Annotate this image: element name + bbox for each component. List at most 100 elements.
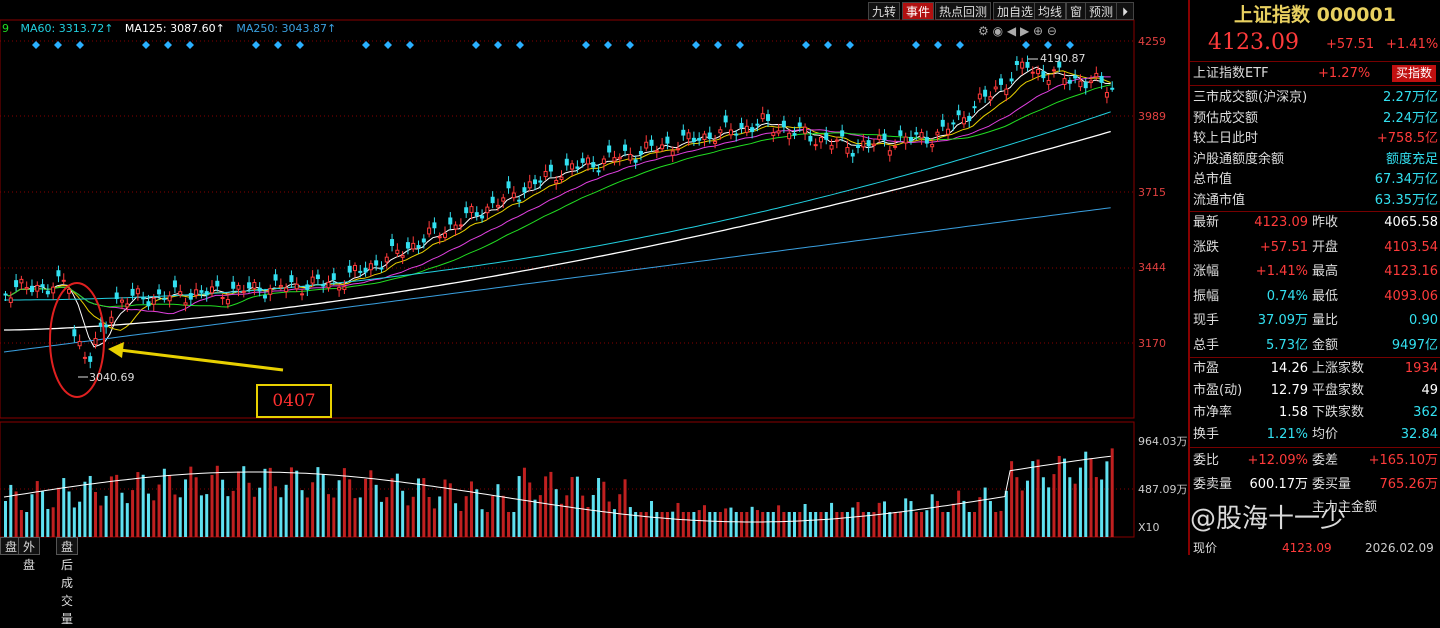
candlestick xyxy=(840,130,845,137)
volume-bar xyxy=(263,468,267,537)
right-icon[interactable]: ▶ xyxy=(1019,24,1030,38)
volume-bar xyxy=(650,500,654,537)
volume-bar xyxy=(639,512,643,537)
candlestick xyxy=(654,150,659,153)
quote-panel: 上证指数 000001 4123.09 +57.51 +1.41% 上证指数ET… xyxy=(1188,0,1440,555)
candlestick xyxy=(390,239,395,246)
volume-bar xyxy=(671,511,675,537)
volume-bar xyxy=(522,467,526,537)
candlestick xyxy=(713,140,718,144)
toolbar-ma-button[interactable]: 均线 xyxy=(1034,2,1067,20)
candlestick xyxy=(771,132,776,136)
candlestick xyxy=(845,147,850,154)
etf-row[interactable]: 上证指数ETF +1.27% 买指数 xyxy=(1190,63,1440,84)
candlestick xyxy=(358,270,363,273)
quotes-value: 37.09万 xyxy=(1257,313,1308,328)
eye-icon[interactable]: ◉ xyxy=(992,24,1004,38)
candlestick xyxy=(268,288,273,295)
volume-bar xyxy=(824,512,828,537)
candlestick xyxy=(533,179,538,185)
ma60-line xyxy=(4,111,1111,301)
candlestick xyxy=(347,265,352,273)
candlestick xyxy=(946,128,951,135)
volume-bar xyxy=(9,484,13,537)
candlestick xyxy=(130,288,135,296)
toolbar-expand-icon[interactable]: ⏵ xyxy=(1116,2,1134,20)
candlestick xyxy=(760,113,765,120)
price-axis-label: 3170 xyxy=(1138,337,1166,350)
toolbar-event-button[interactable]: 事件 xyxy=(902,2,935,20)
candlestick xyxy=(337,287,342,291)
stat-label: 流通市值 xyxy=(1193,192,1246,208)
tab-outer[interactable]: 外盘 xyxy=(18,537,41,572)
candlestick xyxy=(379,267,384,270)
toolbar-jiuzhuan-button[interactable]: 九转 xyxy=(868,2,901,20)
candlestick xyxy=(1094,72,1099,78)
volume-bar xyxy=(988,501,992,537)
candlestick xyxy=(395,249,400,254)
candlestick xyxy=(289,275,294,283)
toolbar-window-button[interactable]: 窗 xyxy=(1066,2,1087,20)
volume-bar xyxy=(761,512,765,537)
candlestick xyxy=(1041,71,1046,79)
volume-bar xyxy=(1105,461,1109,537)
volume-bar xyxy=(215,465,219,537)
volume-bar xyxy=(962,500,966,537)
stat-label: 较上日此时 xyxy=(1193,131,1259,146)
volume-bar xyxy=(231,490,235,537)
candlestick xyxy=(273,274,278,281)
candlestick xyxy=(453,224,458,230)
volume-bar xyxy=(681,512,685,537)
candlestick xyxy=(617,156,622,160)
price-panel-frame xyxy=(0,19,1135,419)
orders-value: +12.09% xyxy=(1247,453,1308,468)
toolbar-forecast-button[interactable]: 预测 xyxy=(1085,2,1118,20)
volume-bar xyxy=(337,480,341,537)
volume-bar xyxy=(88,475,92,537)
quotes-label: 昨收 xyxy=(1312,215,1339,230)
kline-chart[interactable] xyxy=(0,0,1188,555)
volume-bar xyxy=(623,479,627,537)
chart-tool-icons[interactable]: ⚙ ◉ ◀ ▶ ⊕ ⊖ xyxy=(978,24,1057,38)
left-icon[interactable]: ◀ xyxy=(1006,24,1017,38)
tab-after-hours-volume[interactable]: 盘后成交量 xyxy=(56,537,79,626)
volume-bar xyxy=(581,495,585,537)
breadth-row: 市盈(动) 12.79 平盘家数 49 xyxy=(1190,380,1440,401)
settings-icon[interactable]: ⚙ xyxy=(978,24,989,38)
buy-index-button[interactable]: 买指数 xyxy=(1392,65,1437,82)
candlestick xyxy=(35,284,40,292)
volume-bar xyxy=(252,496,256,537)
volume-bar xyxy=(554,489,558,537)
volume-bar xyxy=(321,474,325,537)
candlestick xyxy=(866,140,871,147)
kline-chart-area[interactable]: 九转 事件 热点回测 加自选 均线 窗 预测 ⏵ 9 MA60: 3313.72… xyxy=(0,0,1188,626)
zoom-out-icon[interactable]: ⊖ xyxy=(1046,24,1057,38)
candlestick xyxy=(548,164,553,172)
volume-bar xyxy=(364,478,368,537)
volume-bar xyxy=(967,512,971,537)
candlestick xyxy=(24,286,29,290)
candlestick xyxy=(691,137,696,142)
volume-bar xyxy=(109,476,113,537)
volume-bar xyxy=(279,497,283,537)
divider xyxy=(1190,357,1440,358)
toolbar-backtest-button[interactable]: 热点回测 xyxy=(935,2,992,20)
candlestick xyxy=(321,284,326,287)
volume-bar xyxy=(115,474,119,537)
volume-bar xyxy=(173,494,177,537)
ma250-line xyxy=(3,207,1111,353)
tab-pan[interactable]: 盘 xyxy=(0,537,23,555)
candlestick xyxy=(437,236,442,239)
etf-label[interactable]: 上证指数ETF xyxy=(1193,66,1269,81)
quotes-value: 4123.16 xyxy=(1384,264,1438,279)
toolbar-add-watchlist-button[interactable]: 加自选 xyxy=(993,2,1038,20)
zoom-in-icon[interactable]: ⊕ xyxy=(1033,24,1044,38)
volume-bar xyxy=(893,512,897,537)
volume-bar xyxy=(782,512,786,537)
volume-bar xyxy=(1031,461,1035,537)
candlestick xyxy=(141,297,146,300)
volume-bar xyxy=(94,492,98,537)
candlestick xyxy=(1009,78,1014,82)
candlestick xyxy=(511,192,516,199)
quotes-label: 涨幅 xyxy=(1193,264,1220,279)
